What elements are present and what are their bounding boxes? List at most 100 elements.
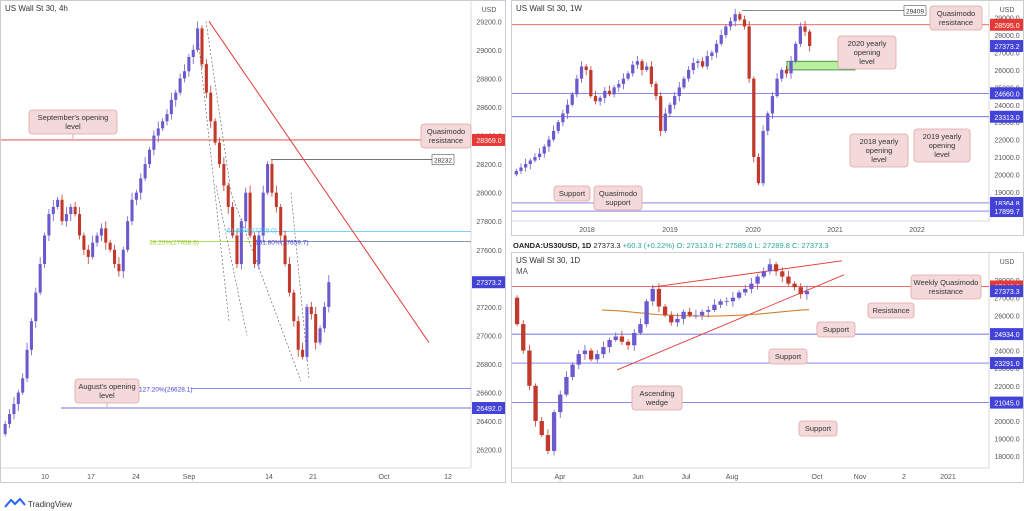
price-candle (712, 304, 717, 311)
price-candle (524, 164, 528, 168)
price-candle (108, 242, 112, 250)
price-candle (51, 206, 55, 215)
price-tick-label: 24000.0 (994, 103, 1019, 110)
price-candle (8, 414, 12, 425)
price-candle (700, 61, 705, 67)
chart-panel-4h[interactable]: 29200.029000.028800.028600.028400.028200… (0, 0, 506, 483)
price-candle (719, 35, 723, 44)
abcd-pattern-line (196, 28, 230, 322)
price-candle (582, 350, 588, 355)
abcd-pattern-line (205, 21, 232, 193)
price-tick-label: 27800.0 (476, 219, 501, 226)
price-tick-label: 20000.0 (994, 172, 1019, 179)
callout-quasimodo-support-line: Quasimodo (599, 189, 637, 198)
footer (0, 486, 1024, 511)
fib-127-label: 127.20%(26628.1) (139, 387, 193, 394)
price-candle (537, 153, 542, 158)
time-tick-label: 2022 (909, 227, 925, 234)
price-candle (705, 56, 709, 67)
price-candle (638, 324, 643, 333)
price-candle (761, 271, 766, 277)
price-candle (558, 394, 563, 413)
callout-2018-box (849, 133, 909, 168)
callout-support-line: Support (823, 325, 850, 334)
brand-name[interactable]: TradingView (28, 500, 73, 509)
callout-quasimodo-line: Quasimodo (427, 127, 465, 136)
price-tick-label: 29000.0 (476, 48, 501, 55)
chart-1w-canvas[interactable]: 29000.028000.027000.026000.025000.024000… (512, 1, 1024, 236)
price-candle (675, 318, 680, 323)
price-candle (305, 306, 309, 357)
trendline (208, 20, 430, 343)
chart-1d-canvas[interactable]: 28000.027000.026000.025000.024000.023000… (512, 253, 1024, 483)
price-tick-label: 21000.0 (994, 155, 1019, 162)
price-tag-bg (990, 396, 1023, 409)
price-tag: 18364.8 (994, 201, 1019, 208)
price-candle (775, 78, 779, 97)
price-candle (598, 97, 602, 102)
callout-2018-line: level (871, 155, 887, 164)
price-candle (226, 185, 230, 207)
price-candle (126, 221, 130, 250)
price-candle (663, 113, 667, 131)
chart-title: US Wall St 30, 1D (516, 256, 581, 265)
price-candle (607, 90, 612, 95)
price-candle (687, 311, 692, 316)
price-candle (29, 321, 33, 350)
symbol-name: OANDA:US30USD, 1D (513, 241, 592, 250)
callout-support-line: Support (805, 424, 832, 433)
price-candle (755, 276, 760, 284)
price-candle (178, 78, 182, 93)
price-candle (270, 164, 274, 193)
price-candle (576, 354, 581, 365)
callout-weekly-quasimodo-line: Weekly Quasimodo (914, 278, 979, 287)
time-tick-label: 2 (902, 474, 906, 481)
price-candle (296, 321, 300, 350)
chart-title: US Wall St 30, 1W (516, 4, 582, 13)
price-candle (222, 164, 226, 186)
price-tick-label: 28200.0 (476, 162, 501, 169)
callout-resistance-line: Resistance (872, 306, 909, 315)
price-candle (691, 62, 695, 70)
price-candle (564, 376, 569, 395)
price-candle (261, 192, 265, 236)
price-candle (252, 235, 256, 265)
time-tick-label: 14 (265, 474, 273, 481)
callout-quasimodo-line: Quasimodo (937, 9, 975, 18)
price-candle (625, 341, 631, 346)
price-tag: 23313.0 (994, 115, 1019, 122)
callout-2019-box (913, 128, 971, 163)
price-tick-label: 26600.0 (476, 391, 501, 398)
price-candle (217, 142, 222, 165)
price-candle (69, 206, 73, 215)
price-candle (47, 214, 51, 236)
chart-4h-canvas[interactable]: 29200.029000.028800.028600.028400.028200… (1, 1, 506, 483)
price-candle (514, 297, 520, 325)
price-tick-label: 20000.0 (994, 419, 1019, 426)
price-candle (619, 336, 625, 342)
price-tick-label: 27200.0 (476, 305, 501, 312)
price-tag-bg (990, 205, 1023, 218)
price-candle (248, 192, 252, 236)
price-candle (677, 87, 681, 97)
callout-quasimodo-line: resistance (429, 136, 463, 145)
tradingview-logo-icon[interactable] (4, 497, 26, 509)
price-candle (617, 83, 621, 88)
price-tag: 24934.0 (994, 332, 1019, 339)
price-candle (784, 69, 789, 74)
price-tick-label: 26400.0 (476, 419, 501, 426)
chart-panel-1d[interactable]: 28000.027000.026000.025000.024000.023000… (511, 252, 1024, 483)
price-candle (603, 90, 607, 98)
price-candle (699, 311, 705, 316)
callout-2020-line: 2020 yearly (848, 39, 887, 48)
price-candle (570, 364, 575, 377)
chart-panel-1w[interactable]: 29000.028000.027000.026000.025000.024000… (511, 0, 1024, 236)
price-candle (514, 170, 518, 175)
price-candle (738, 14, 742, 20)
price-candle (187, 56, 191, 72)
price-candle (749, 283, 754, 289)
price-tick-label: 26800.0 (476, 362, 501, 369)
price-candle (756, 157, 761, 184)
price-tag-bg (990, 285, 1023, 298)
price-tag: 23291.0 (994, 361, 1019, 368)
